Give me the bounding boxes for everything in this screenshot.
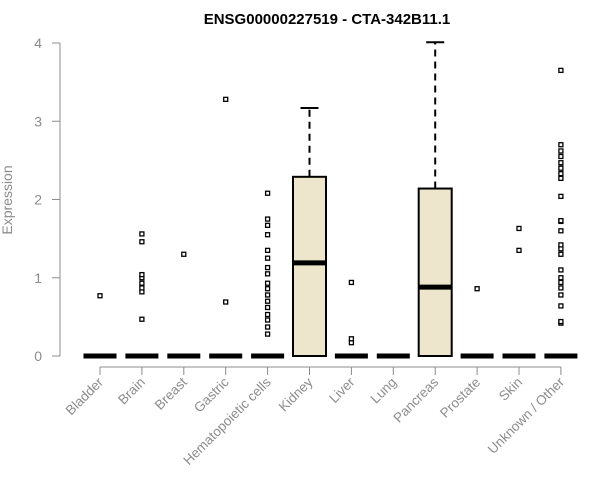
outlier-point [264,247,271,254]
box-brain [125,231,159,359]
x-tick-label: Bladder [63,374,107,418]
outlier-point [139,285,145,291]
outlier-point [558,292,564,298]
outlier-point [558,275,564,281]
outlier-point [558,279,564,286]
outlier-point [264,222,271,228]
outlier-point [558,142,564,148]
outlier-point [558,228,564,234]
outlier-point [264,264,271,271]
outlier-point [264,324,271,330]
x-tick-label: Prostate [437,375,483,421]
y-tick-label: 3 [34,113,42,129]
box-bladder [83,293,117,359]
outlier-point [264,331,271,337]
outlier-point [558,148,564,154]
outlier-point [558,193,564,200]
outlier-point [558,171,564,177]
x-tick-label: Pancreas [390,374,441,425]
y-axis: 0 1 2 3 4 [34,35,61,364]
outlier-point [264,298,271,304]
x-tick-label: Liver [326,374,358,406]
outlier-point [264,232,271,238]
box-hematopoietic-cells [251,190,285,359]
x-tick-label: Brain [115,375,148,408]
outlier-point [264,271,271,277]
chart-title: ENSG00000227519 - CTA-342B11.1 [204,11,451,28]
outlier-point [97,293,103,299]
x-tick-label: Gastric [191,374,232,415]
outlier-point [264,190,271,196]
outlier-point [139,316,145,322]
box-liver [334,279,368,359]
outlier-point [264,292,271,298]
outlier-point [264,280,271,286]
outlier-point [264,317,271,323]
y-tick-label: 0 [34,348,42,364]
outlier-point [558,318,564,325]
outlier-point [223,96,229,102]
box-series [83,41,578,359]
outlier-point [474,286,480,292]
y-tick-label: 4 [34,35,42,51]
box-iqr [417,187,453,357]
outlier-point [264,304,271,311]
x-tick-label: Skin [496,375,525,404]
outlier-point [348,336,355,342]
outlier-point [558,67,564,74]
box-breast [167,251,201,359]
box-kidney [292,106,327,357]
y-tick-label: 2 [34,192,42,208]
y-tick-label: 1 [34,270,42,286]
outlier-point [558,285,564,291]
x-tick-label: Unknown / Other [485,374,568,457]
outlier-point [558,175,564,182]
outlier-point [558,303,564,309]
x-tick-label: Kidney [276,374,316,414]
outlier-point [558,267,564,273]
outlier-point [558,153,564,160]
outlier-point [223,299,229,305]
outlier-point [264,311,271,318]
outlier-point [264,255,271,261]
box-iqr [292,175,327,357]
outlier-point [558,165,564,171]
x-tick-label: Lung [368,375,400,407]
box-gastric [209,96,243,359]
outlier-point [181,251,187,257]
outlier-point [348,279,355,286]
outlier-point [558,251,564,257]
outlier-point [558,217,564,224]
box-prostate [460,286,494,359]
outlier-point [516,247,522,254]
y-axis-label: Expression [0,165,15,234]
outlier-point [139,231,145,237]
box-pancreas [417,41,453,357]
outlier-point [264,286,271,292]
outlier-point [558,242,564,248]
outlier-point [558,160,564,166]
outlier-point [139,271,145,278]
outlier-point [139,239,145,245]
x-tick-label: Breast [152,374,190,412]
box-skin [502,225,536,359]
box-unknown-other [544,67,578,359]
outlier-point [264,216,271,222]
outlier-point [516,225,522,232]
outlier-point [139,280,145,286]
